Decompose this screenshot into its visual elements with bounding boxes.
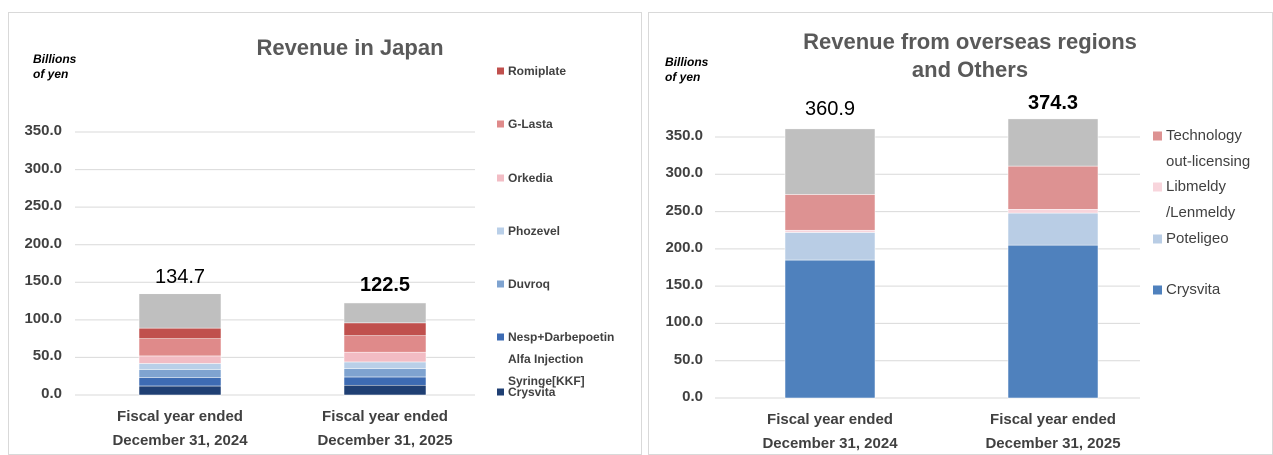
bar-segment — [138, 327, 222, 339]
bar-segment — [784, 229, 876, 233]
legend-swatch — [1153, 182, 1162, 192]
legend-label: Phozevel — [508, 224, 561, 238]
y-tick-label: 350.0 — [665, 127, 703, 144]
bar-segment — [138, 363, 222, 370]
legend-label: Nesp+Darbepoetin Alfa Injection Syringe[… — [508, 330, 615, 388]
y-tick-label: 150.0 — [665, 276, 703, 294]
y-tick-label: 0.0 — [41, 385, 62, 402]
bar-segment — [138, 369, 222, 378]
bar-segment — [343, 361, 427, 369]
y-axis-label: Billions of yen — [33, 52, 77, 81]
bar-segment — [1007, 165, 1099, 210]
total-label: 360.9 — [804, 98, 856, 120]
bar-segment — [343, 376, 427, 386]
y-tick-label: 250.0 — [24, 197, 62, 215]
bar-segment — [138, 385, 222, 396]
bar-segment — [784, 128, 876, 195]
bar-segment — [343, 351, 427, 363]
legend-label: Crysvita — [1166, 281, 1221, 298]
legend-label: Orkedia — [508, 171, 553, 185]
x-tick-label: Fiscal year ended December 31, 2025 — [317, 408, 453, 449]
y-tick-label: 300.0 — [665, 164, 703, 182]
y-tick-label: 250.0 — [665, 201, 703, 219]
legend-swatch — [497, 333, 504, 341]
bar-segment — [343, 384, 427, 396]
bar-segment — [138, 355, 222, 364]
y-tick-label: 150.0 — [24, 272, 62, 290]
bar-segment — [138, 293, 222, 329]
legend-label: Duvroq — [508, 277, 550, 291]
legend-swatch — [497, 67, 504, 75]
bar-segment — [138, 377, 222, 387]
legend-label: G-Lasta — [508, 117, 553, 131]
x-tick-label: Fiscal year ended December 31, 2024 — [762, 411, 898, 452]
y-tick-label: 300.0 — [24, 159, 62, 177]
bar-segment — [1007, 209, 1099, 214]
bar-segment — [343, 302, 427, 324]
total-label: 134.7 — [154, 266, 206, 288]
chart-title: Revenue in Japan — [256, 35, 444, 60]
legend-label: Libmeldy /Lenmeldy — [1166, 178, 1236, 221]
legend-swatch — [497, 120, 504, 128]
bar-segment — [784, 259, 876, 399]
x-tick-label: Fiscal year ended December 31, 2024 — [112, 408, 248, 449]
bar-segment — [784, 194, 876, 231]
bar-segment — [1007, 118, 1099, 167]
total-label: 374.3 — [1027, 92, 1079, 114]
legend-swatch — [1153, 234, 1162, 244]
legend-label: Poteligeo — [1166, 230, 1229, 247]
x-tick-label: Fiscal year ended December 31, 2025 — [985, 411, 1121, 452]
total-label: 122.5 — [359, 274, 411, 296]
legend-swatch — [1153, 131, 1162, 141]
bar-segment — [138, 338, 222, 357]
y-tick-label: 350.0 — [24, 122, 62, 139]
y-tick-label: 0.0 — [682, 388, 703, 405]
y-tick-label: 50.0 — [32, 347, 62, 365]
y-tick-label: 100.0 — [665, 313, 703, 331]
legend-label: Romiplate — [508, 64, 567, 78]
y-tick-label: 100.0 — [24, 309, 62, 327]
bar-segment — [784, 232, 876, 261]
legend-swatch — [497, 388, 504, 396]
bar-segment — [1007, 212, 1099, 246]
legend-swatch — [497, 227, 504, 235]
chart-title: Revenue from overseas regions and Others — [803, 29, 1137, 82]
y-tick-label: 50.0 — [673, 350, 703, 368]
bar-segment — [1007, 244, 1099, 399]
legend-swatch — [1153, 285, 1162, 295]
bar-segment — [343, 322, 427, 336]
y-tick-label: 200.0 — [665, 238, 703, 256]
legend-swatch — [497, 280, 504, 288]
y-axis-label: Billions of yen — [665, 55, 709, 84]
legend-label: Technology out-licensing — [1166, 127, 1251, 170]
bar-segment — [343, 335, 427, 353]
y-tick-label: 200.0 — [24, 234, 62, 252]
legend-label: Crysvita — [508, 385, 556, 399]
bar-segment — [343, 368, 427, 378]
legend-swatch — [497, 174, 504, 182]
